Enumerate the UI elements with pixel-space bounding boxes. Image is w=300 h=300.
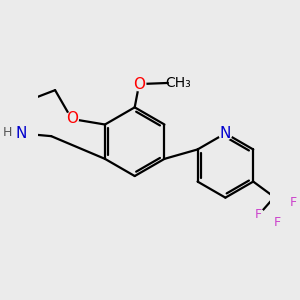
- Circle shape: [65, 112, 78, 126]
- Circle shape: [253, 209, 264, 220]
- Text: CH₃: CH₃: [165, 76, 191, 90]
- Text: F: F: [274, 215, 280, 229]
- Circle shape: [219, 127, 232, 140]
- Text: N: N: [220, 126, 231, 141]
- Circle shape: [272, 217, 283, 228]
- Text: F: F: [290, 196, 297, 209]
- Text: H: H: [3, 126, 12, 139]
- Circle shape: [288, 197, 299, 208]
- Text: N: N: [15, 126, 26, 141]
- Text: F: F: [255, 208, 262, 221]
- Circle shape: [14, 127, 27, 140]
- Text: O: O: [133, 76, 145, 92]
- Text: O: O: [66, 112, 78, 127]
- Circle shape: [133, 77, 146, 91]
